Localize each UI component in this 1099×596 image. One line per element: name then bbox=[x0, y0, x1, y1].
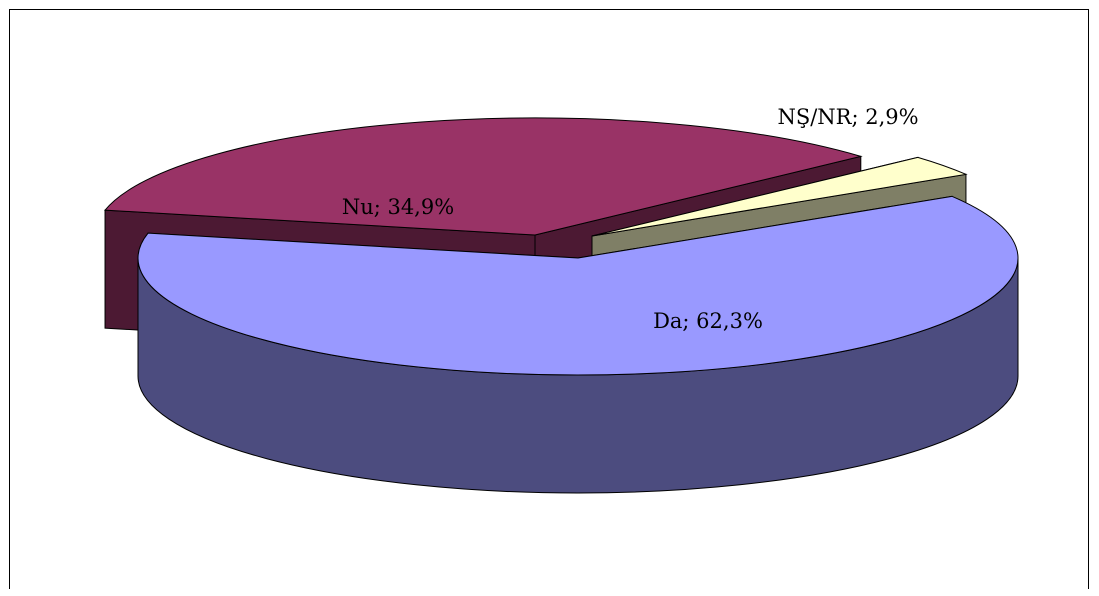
slice-top-da bbox=[137, 195, 1019, 376]
slice-top-nu bbox=[104, 117, 863, 236]
pie-labels: Da; 62,3% Nu; 34,9% NŞ/NR; 2,9% bbox=[342, 105, 919, 333]
slice-top-nnr bbox=[591, 156, 968, 237]
slice-label-nu: Nu; 34,9% bbox=[342, 195, 454, 219]
pie-tops bbox=[137, 195, 1019, 376]
slice-label-da: Da; 62,3% bbox=[653, 309, 763, 333]
slice-label-nsnr: NŞ/NR; 2,9% bbox=[777, 105, 918, 129]
